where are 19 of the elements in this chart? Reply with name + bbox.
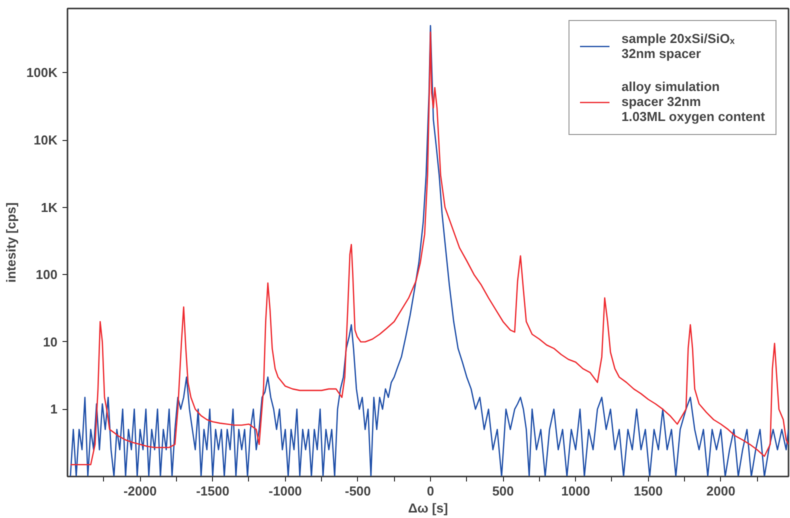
x-tick-label: 500	[492, 484, 514, 498]
legend-label: sample 20xSi/SiOₓ 32nm spacer	[621, 31, 735, 61]
x-tick-label: 1000	[561, 484, 590, 498]
y-tick-label: 100	[36, 267, 58, 282]
x-tick-label: -500	[344, 484, 371, 498]
x-tick-label: 0	[426, 484, 434, 498]
x-tick-label: 2000	[706, 484, 736, 498]
legend-label: alloy simulation spacer 32nm 1.03ML oxygen content	[621, 79, 765, 124]
x-tick-label: -1000	[268, 484, 302, 498]
y-tick-label: 100K	[26, 65, 58, 80]
x-tick-label: -1500	[196, 484, 230, 498]
y-tick-label: 1	[50, 402, 58, 417]
x-tick-label: 1500	[634, 484, 663, 498]
x-axis-title: Δω [s]	[408, 500, 448, 516]
y-tick-label: 10	[43, 334, 58, 350]
y-axis-title: intesity [cps]	[3, 202, 18, 283]
x-tick-label: -2000	[123, 484, 157, 498]
y-tick-label: 10K	[34, 132, 58, 148]
y-tick-label: 1K	[40, 200, 58, 215]
